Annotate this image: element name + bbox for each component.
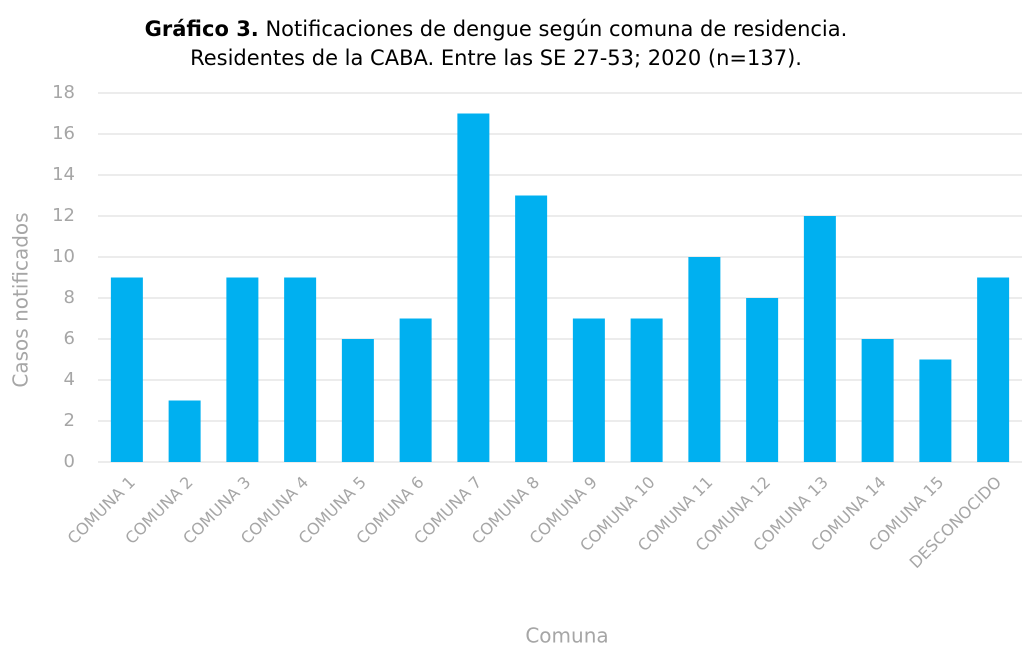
y-axis-label: Casos notificados	[9, 212, 33, 387]
y-tick-label: 18	[52, 82, 75, 103]
title-label: Gráfico 3.	[145, 17, 259, 41]
bar	[977, 277, 1010, 462]
chart-title: Gráfico 3. Notificaciones de dengue segú…	[145, 17, 848, 41]
bar	[515, 195, 548, 462]
y-tick-label: 4	[64, 369, 75, 390]
bar	[226, 277, 259, 462]
bar	[457, 113, 490, 462]
bar	[803, 216, 836, 462]
y-tick-label: 16	[52, 123, 75, 144]
y-tick-label: 8	[64, 287, 75, 308]
bar	[399, 318, 432, 462]
y-tick-label: 10	[52, 246, 75, 267]
bar	[341, 339, 374, 462]
bar	[919, 359, 952, 462]
y-tick-label: 14	[52, 164, 75, 185]
chart-subtitle: Residentes de la CABA. Entre las SE 27-5…	[190, 46, 802, 70]
bar	[572, 318, 605, 462]
bar	[168, 400, 201, 462]
bar	[110, 277, 143, 462]
bar	[630, 318, 663, 462]
bar	[688, 257, 721, 462]
y-tick-label: 6	[64, 328, 75, 349]
y-tick-label: 12	[52, 205, 75, 226]
y-tick-label: 2	[64, 410, 75, 431]
bar	[746, 298, 779, 462]
y-tick-label: 0	[64, 451, 75, 472]
bar	[861, 339, 894, 462]
bar	[284, 277, 317, 462]
title-text: Notificaciones de dengue según comuna de…	[265, 17, 847, 41]
x-axis-label: Comuna	[525, 624, 608, 648]
